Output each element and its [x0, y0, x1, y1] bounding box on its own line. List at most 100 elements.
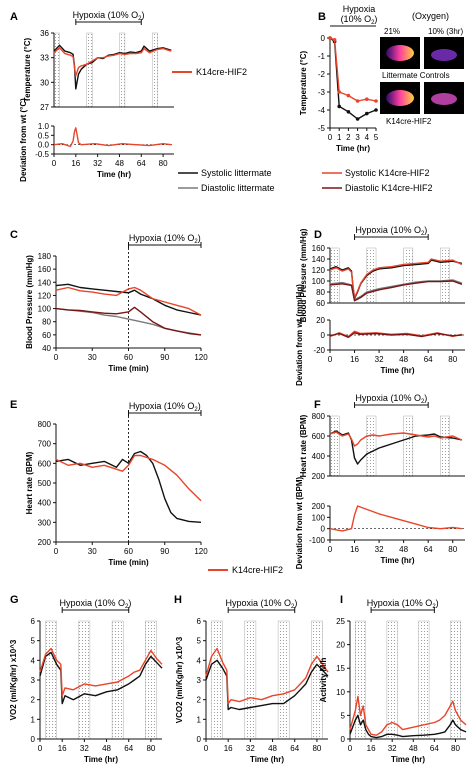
y-tick-label-a-0: 27	[40, 103, 49, 112]
x-tick-label-c-0: 0	[54, 353, 59, 362]
x-tick-label-d-dev-0: 0	[328, 355, 333, 364]
y-tick-label-g-5: 5	[31, 637, 36, 646]
y-tick-label-d-dev-0: -20	[313, 346, 325, 355]
dark-period-f-0	[329, 415, 340, 477]
chart-panel-c: 40 60 80 100 120 140 160 180 0 30 60 90 120 Time (min…	[25, 233, 208, 373]
series-line-d-0	[329, 259, 463, 300]
y-tick-label-i-1: 5	[341, 711, 346, 720]
series-line-f-0	[329, 430, 463, 465]
y-tick-label-d-4: 140	[312, 255, 326, 264]
chart-panel-h: 0 1 2 3 4 5 6 0 16 32 48 64 80 Time (hr) VCO2 (ml/Kg/h…	[175, 598, 329, 764]
series-line-h-1	[205, 647, 329, 705]
y-tick-label-b-4: -4	[318, 106, 326, 115]
x-tick-label-c-4: 120	[194, 353, 208, 362]
y-axis-label-i: Activity M/h	[319, 657, 328, 702]
series-line-b-1	[329, 37, 377, 102]
y-tick-label-h-5: 5	[197, 637, 202, 646]
hypoxia-subscript-i: 2	[432, 604, 436, 610]
inset-row2-caption: K14cre-HIF2	[386, 117, 432, 126]
y-tick-label-a-dev-0: -0.5	[35, 150, 49, 159]
panel-label-f: F	[314, 399, 321, 411]
hypoxia-text-g: Hypoxia (10% O	[60, 598, 126, 608]
dark-period-a-1	[86, 32, 93, 108]
inset-left-label: 21%	[384, 27, 400, 36]
y-tick-label-e-3: 500	[38, 479, 52, 488]
hypoxia-annotation-g: Hypoxia (10% O2)	[60, 598, 132, 610]
x-tick-label-f-dev-5: 80	[448, 545, 457, 554]
hypoxia-close-a: )	[141, 10, 144, 20]
hypoxia-close-b: )	[374, 14, 377, 24]
y-tick-label-c-2: 80	[42, 318, 51, 327]
y-tick-label-e-2: 400	[38, 499, 52, 508]
x-tick-label-i-1: 16	[367, 744, 376, 753]
chart-panel-a: 27 30 33 36 Temperature (°C) Hypoxia (10% O2)	[23, 10, 174, 112]
x-tick-label-g-5: 80	[146, 744, 155, 753]
series-line-f-dev-0	[329, 505, 462, 532]
x-tick-label-f-dev-0: 0	[328, 545, 333, 554]
dark-period-i-2	[418, 620, 430, 740]
chart-panel-f: 200 400 600 800 Heart rate (BPM) Hypoxia (10%…	[299, 393, 465, 481]
x-tick-label-e-3: 90	[160, 547, 169, 556]
series-point-b-1-2	[337, 90, 342, 94]
x-tick-label-g-1: 16	[58, 744, 67, 753]
x-tick-label-d-dev-1: 16	[350, 355, 359, 364]
dark-period-i-1	[386, 620, 398, 740]
hypoxia-annotation-b-line1: Hypoxia	[343, 4, 376, 14]
series-line-c-0	[55, 283, 202, 316]
hypoxia-text-f: Hypoxia (10% O	[355, 393, 421, 403]
series-line-b-0	[329, 37, 377, 120]
y-tick-label-d-0: 60	[316, 299, 325, 308]
x-tick-label-h-2: 32	[246, 744, 255, 753]
y-tick-label-i-3: 15	[336, 664, 345, 673]
y-tick-label-g-1: 1	[31, 715, 36, 724]
y-axis-label-e: Heart rate (BPM)	[25, 451, 34, 514]
series-point-b-0-4	[355, 117, 360, 121]
y-axis-label-a: Temperature (°C)	[23, 37, 32, 102]
y-tick-label-h-0: 0	[197, 735, 202, 744]
y-tick-label-i-2: 10	[336, 688, 345, 697]
hypoxia-annotation-i: Hypoxia (10% O2)	[367, 598, 439, 610]
legend-label-systolic-k14: Systolic K14cre-HIF2	[345, 168, 430, 178]
x-tick-label-a-dev-2: 32	[93, 159, 102, 168]
series-line-i-1	[349, 695, 467, 736]
dark-period-h-2	[277, 620, 290, 740]
hypoxia-annotation-d: Hypoxia (10% O2)	[355, 225, 427, 237]
hypoxia-annotation-h: Hypoxia (10% O2)	[226, 598, 298, 610]
x-tick-label-b-3: 3	[355, 133, 360, 142]
dark-period-g-1	[78, 620, 91, 740]
dark-period-f-1	[366, 415, 377, 477]
thermal-mouse-littermate-21	[386, 45, 414, 61]
x-tick-label-a-dev-5: 80	[159, 159, 168, 168]
y-tick-label-b-3: -3	[318, 88, 326, 97]
y-tick-label-d-1: 80	[316, 288, 325, 297]
x-axis-label-e: Time (min)	[108, 558, 149, 567]
y-tick-label-c-1: 60	[42, 331, 51, 340]
y-tick-label-i-4: 20	[336, 641, 345, 650]
y-tick-label-b-0: 0	[321, 34, 326, 43]
x-tick-label-d-dev-5: 80	[448, 355, 457, 364]
y-tick-label-f-dev-2: 100	[312, 513, 326, 522]
hypoxia-subscript-f: 2	[421, 399, 425, 405]
x-tick-label-b-0: 0	[328, 133, 333, 142]
y-tick-label-c-0: 40	[42, 344, 51, 353]
panel-label-c: C	[10, 229, 18, 241]
y-tick-label-d-dev-1: 0	[321, 331, 326, 340]
y-tick-label-b-5: -5	[318, 124, 326, 133]
y-tick-label-h-6: 6	[197, 617, 202, 626]
series-line-e-1	[55, 454, 202, 502]
y-tick-label-e-4: 600	[38, 459, 52, 468]
panel-label-a: A	[10, 11, 18, 23]
x-tick-label-g-3: 48	[102, 744, 111, 753]
x-tick-label-g-2: 32	[80, 744, 89, 753]
x-tick-label-i-5: 80	[451, 744, 460, 753]
panel-label-b: B	[318, 11, 326, 23]
y-axis-label-f: Heart rate (BPM)	[299, 414, 308, 477]
chart-panel-i: 0 5 10 15 20 25 0 16 32 48 64 80 Time (hr) Activity M…	[319, 598, 467, 764]
panel-label-d: D	[314, 229, 322, 241]
y-tick-label-e-5: 700	[38, 440, 52, 449]
series-point-b-0-3	[346, 110, 351, 114]
thermal-mouse-littermate-10	[431, 49, 457, 61]
x-tick-label-i-4: 64	[430, 744, 439, 753]
